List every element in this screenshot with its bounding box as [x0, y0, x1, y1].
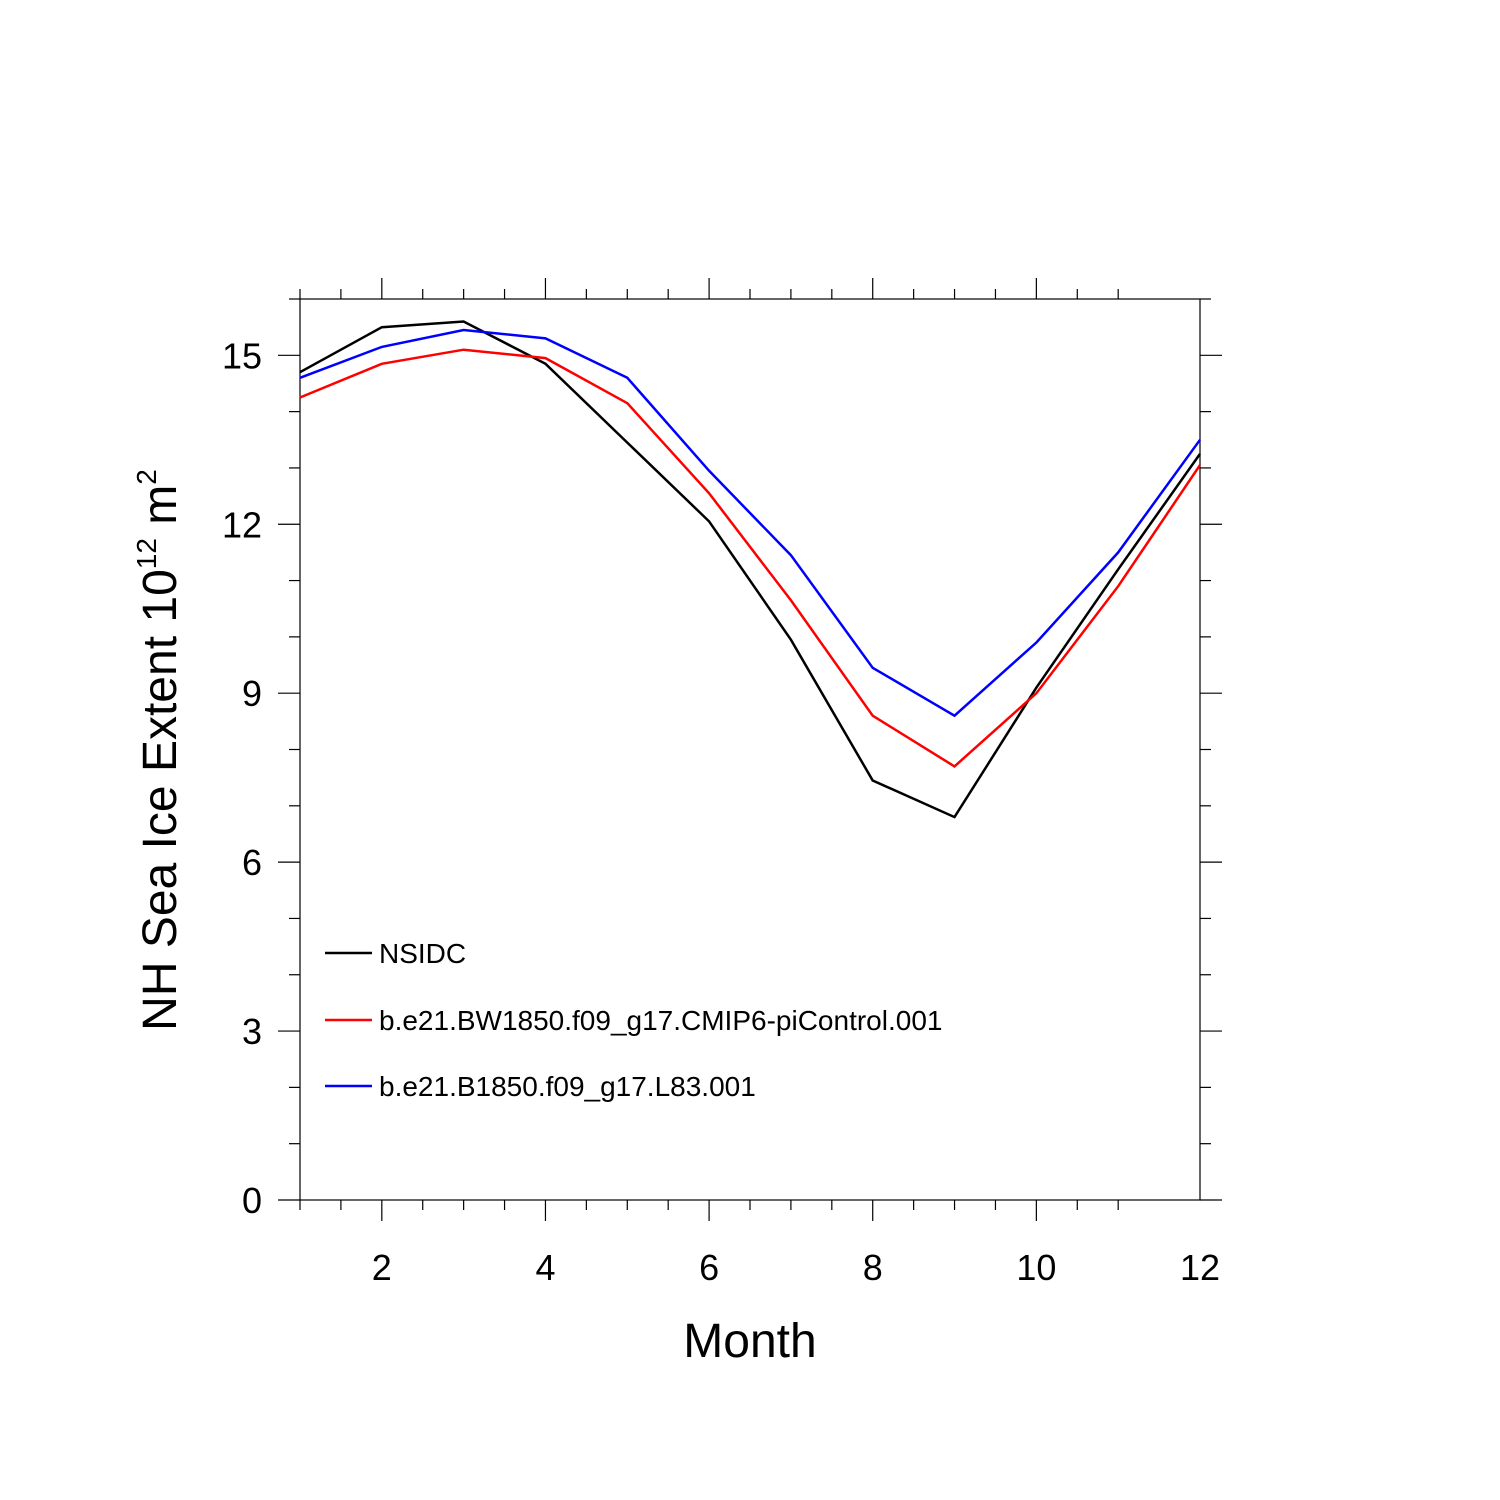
y-axis-title: NH Sea Ice Extent 1012 m2: [131, 469, 187, 1031]
legend-label-3: b.e21.B1850.f09_g17.L83.001: [379, 1071, 756, 1102]
x-tick-label: 2: [372, 1247, 392, 1288]
x-tick-label: 12: [1180, 1247, 1220, 1288]
y-tick-label: 0: [242, 1180, 262, 1221]
series-line-1: [299, 320, 1202, 819]
x-tick-label: 4: [535, 1247, 555, 1288]
series-lines: [299, 320, 1202, 819]
y-tick-label: 9: [242, 673, 262, 714]
series-line-2: [299, 348, 1202, 768]
y-tick-label: 3: [242, 1011, 262, 1052]
y-tick-label: 12: [222, 504, 262, 545]
y-axis-title-main: NH Sea Ice Extent 10: [134, 569, 187, 1031]
series-line-3: [299, 328, 1202, 718]
x-tick-label: 6: [699, 1247, 719, 1288]
legend: NSIDC b.e21.BW1850.f09_g17.CMIP6-piContro…: [325, 938, 942, 1102]
legend-label-1: NSIDC: [379, 938, 466, 969]
y-tick-label: 6: [242, 842, 262, 883]
tick-labels: 2 4 6 8 10 12 0 3 6 9 12 15: [222, 335, 1220, 1288]
x-axis-title: Month: [683, 1315, 816, 1368]
plot-frame: [299, 298, 1201, 1201]
y-axis-title-exponent-1: 12: [131, 538, 162, 569]
tick-marks: [278, 278, 1222, 1221]
y-tick-label: 15: [222, 335, 262, 376]
legend-label-2: b.e21.BW1850.f09_g17.CMIP6-piControl.001: [379, 1005, 942, 1036]
x-tick-label: 10: [1016, 1247, 1056, 1288]
y-axis-title-exponent-2: 2: [131, 469, 162, 485]
x-tick-label: 8: [863, 1247, 883, 1288]
y-axis-title-unit: m: [134, 485, 187, 538]
